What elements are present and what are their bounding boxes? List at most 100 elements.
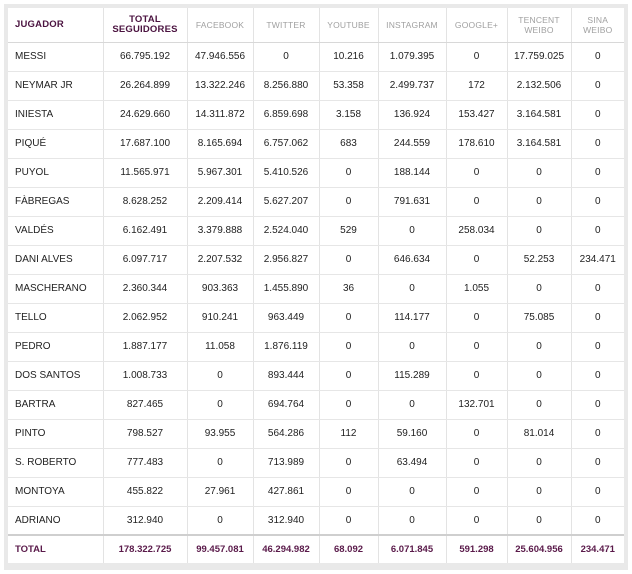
cell-twitter: 2.524.040	[253, 216, 320, 246]
total-facebook: 99.457.081	[187, 534, 254, 563]
cell-tencent-weibo: 52.253	[507, 245, 572, 275]
cell-facebook: 93.955	[187, 419, 254, 449]
cell-tencent-weibo: 0	[507, 158, 572, 188]
total-youtube: 68.092	[319, 534, 379, 563]
cell-googleplus: 0	[446, 448, 508, 478]
cell-tencent-weibo: 3.164.581	[507, 129, 572, 159]
cell-tencent-weibo: 0	[507, 390, 572, 420]
cell-twitter: 963.449	[253, 303, 320, 333]
cell-tencent-weibo: 81.014	[507, 419, 572, 449]
cell-googleplus: 258.034	[446, 216, 508, 246]
cell-instagram: 63.494	[378, 448, 447, 478]
cell-instagram: 0	[378, 332, 447, 362]
total-label: TOTAL	[8, 534, 104, 563]
col-header-player: JUGADOR	[8, 8, 104, 43]
cell-youtube: 3.158	[319, 100, 379, 130]
cell-instagram: 114.177	[378, 303, 447, 333]
cell-facebook: 2.209.414	[187, 187, 254, 217]
cell-sina-weibo: 0	[571, 390, 624, 420]
cell-facebook: 0	[187, 361, 254, 391]
cell-player-name: FÀBREGAS	[8, 187, 104, 217]
table-row: MESSI 66.795.192 47.946.556 0 10.216 1.079.39…	[8, 42, 624, 72]
cell-googleplus: 1.055	[446, 274, 508, 304]
table-row: MASCHERANO 2.360.344 903.363 1.455.890 36 0 1.…	[8, 274, 624, 304]
cell-instagram: 244.559	[378, 129, 447, 159]
followers-table: JUGADOR TOTAL SEGUIDORES FACEBOOK TWITTER…	[8, 8, 624, 563]
cell-player-name: INIESTA	[8, 100, 104, 130]
cell-facebook: 27.961	[187, 477, 254, 507]
table-row: VALDÉS 6.162.491 3.379.888 2.524.040 529 0 258…	[8, 216, 624, 246]
table-row: MONTOYA 455.822 27.961 427.861 0 0 0 0 0	[8, 477, 624, 507]
cell-twitter: 564.286	[253, 419, 320, 449]
cell-player-name: MESSI	[8, 42, 104, 72]
cell-googleplus: 172	[446, 71, 508, 101]
table-row: DANI ALVES 6.097.717 2.207.532 2.956.827 0 64…	[8, 245, 624, 275]
total-googleplus: 591.298	[446, 534, 508, 563]
table-row: ADRIANO 312.940 0 312.940 0 0 0 0 0	[8, 506, 624, 536]
cell-googleplus: 178.610	[446, 129, 508, 159]
cell-googleplus: 0	[446, 245, 508, 275]
table-footer: TOTAL 178.322.725 99.457.081 46.294.982 …	[8, 534, 624, 563]
cell-sina-weibo: 0	[571, 419, 624, 449]
cell-player-name: DANI ALVES	[8, 245, 104, 275]
cell-googleplus: 0	[446, 419, 508, 449]
cell-twitter: 713.989	[253, 448, 320, 478]
table-row: S. ROBERTO 777.483 0 713.989 0 63.494 0 0 0	[8, 448, 624, 478]
total-tencent-weibo: 25.604.956	[507, 534, 572, 563]
cell-googleplus: 0	[446, 477, 508, 507]
header-row: JUGADOR TOTAL SEGUIDORES FACEBOOK TWITTER…	[8, 8, 624, 43]
cell-sina-weibo: 0	[571, 71, 624, 101]
cell-googleplus: 0	[446, 332, 508, 362]
total-twitter: 46.294.982	[253, 534, 320, 563]
cell-total-seguidores: 17.687.100	[103, 129, 188, 159]
cell-googleplus: 0	[446, 158, 508, 188]
cell-tencent-weibo: 0	[507, 332, 572, 362]
cell-facebook: 5.967.301	[187, 158, 254, 188]
cell-sina-weibo: 0	[571, 158, 624, 188]
cell-total-seguidores: 1.008.733	[103, 361, 188, 391]
cell-facebook: 3.379.888	[187, 216, 254, 246]
cell-twitter: 5.410.526	[253, 158, 320, 188]
cell-twitter: 1.876.119	[253, 332, 320, 362]
table-row: BARTRA 827.465 0 694.764 0 0 132.701 0 0	[8, 390, 624, 420]
cell-tencent-weibo: 0	[507, 477, 572, 507]
cell-sina-weibo: 0	[571, 274, 624, 304]
table-row: NEYMAR JR 26.264.899 13.322.246 8.256.880 53…	[8, 71, 624, 101]
cell-instagram: 1.079.395	[378, 42, 447, 72]
cell-total-seguidores: 6.097.717	[103, 245, 188, 275]
cell-tencent-weibo: 0	[507, 274, 572, 304]
cell-instagram: 188.144	[378, 158, 447, 188]
cell-player-name: MASCHERANO	[8, 274, 104, 304]
cell-player-name: PIQUÉ	[8, 129, 104, 159]
col-header-total: TOTAL SEGUIDORES	[103, 8, 188, 43]
cell-youtube: 0	[319, 158, 379, 188]
cell-player-name: NEYMAR JR	[8, 71, 104, 101]
cell-sina-weibo: 0	[571, 187, 624, 217]
cell-player-name: MONTOYA	[8, 477, 104, 507]
cell-facebook: 0	[187, 448, 254, 478]
cell-total-seguidores: 6.162.491	[103, 216, 188, 246]
cell-sina-weibo: 0	[571, 361, 624, 391]
cell-googleplus: 0	[446, 303, 508, 333]
cell-total-seguidores: 1.887.177	[103, 332, 188, 362]
cell-sina-weibo: 0	[571, 506, 624, 536]
table-row: PIQUÉ 17.687.100 8.165.694 6.757.062 683 244.…	[8, 129, 624, 159]
cell-tencent-weibo: 0	[507, 361, 572, 391]
cell-youtube: 0	[319, 187, 379, 217]
cell-total-seguidores: 777.483	[103, 448, 188, 478]
cell-total-seguidores: 827.465	[103, 390, 188, 420]
cell-tencent-weibo: 0	[507, 448, 572, 478]
cell-tencent-weibo: 75.085	[507, 303, 572, 333]
table-header: JUGADOR TOTAL SEGUIDORES FACEBOOK TWITTER…	[8, 8, 624, 43]
cell-facebook: 0	[187, 390, 254, 420]
cell-total-seguidores: 8.628.252	[103, 187, 188, 217]
cell-instagram: 136.924	[378, 100, 447, 130]
cell-twitter: 427.861	[253, 477, 320, 507]
cell-facebook: 910.241	[187, 303, 254, 333]
cell-sina-weibo: 0	[571, 216, 624, 246]
cell-googleplus: 0	[446, 42, 508, 72]
cell-total-seguidores: 2.360.344	[103, 274, 188, 304]
cell-tencent-weibo: 0	[507, 506, 572, 536]
cell-instagram: 2.499.737	[378, 71, 447, 101]
cell-youtube: 0	[319, 332, 379, 362]
